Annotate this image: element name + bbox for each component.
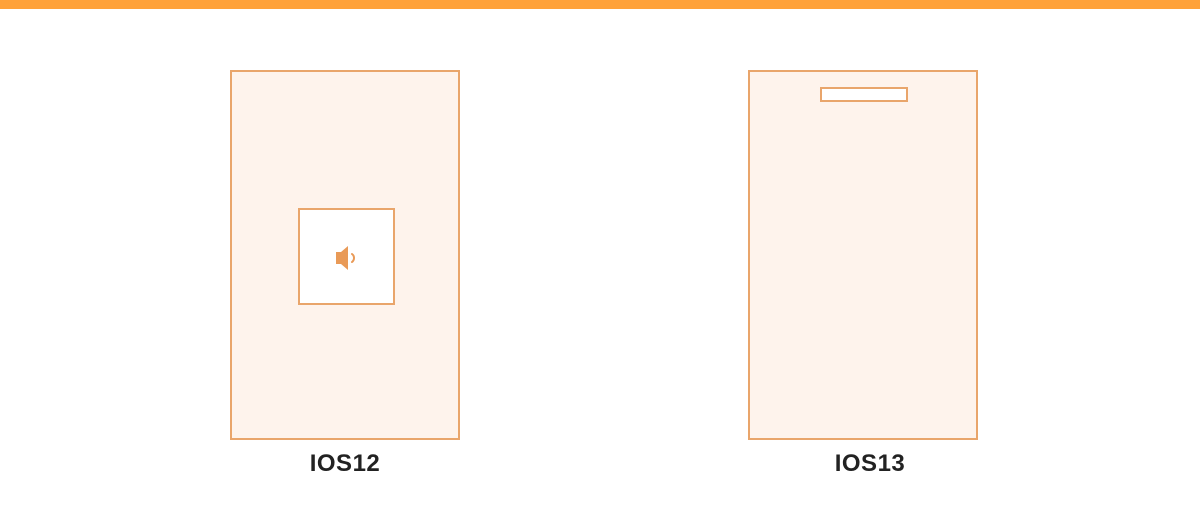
volume-hud xyxy=(298,208,395,305)
caption-ios13: IOS13 xyxy=(834,450,906,477)
top-accent-bar xyxy=(0,0,1200,9)
caption-ios12: IOS12 xyxy=(309,450,381,477)
volume-bar xyxy=(820,87,908,102)
phone-screen-ios13 xyxy=(748,70,978,440)
phone-screen-ios12 xyxy=(230,70,460,440)
speaker-icon xyxy=(336,246,355,270)
